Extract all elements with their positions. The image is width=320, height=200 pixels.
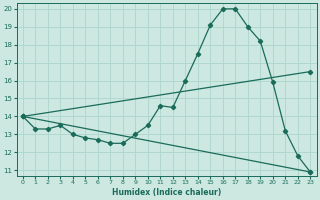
X-axis label: Humidex (Indice chaleur): Humidex (Indice chaleur) — [112, 188, 221, 197]
